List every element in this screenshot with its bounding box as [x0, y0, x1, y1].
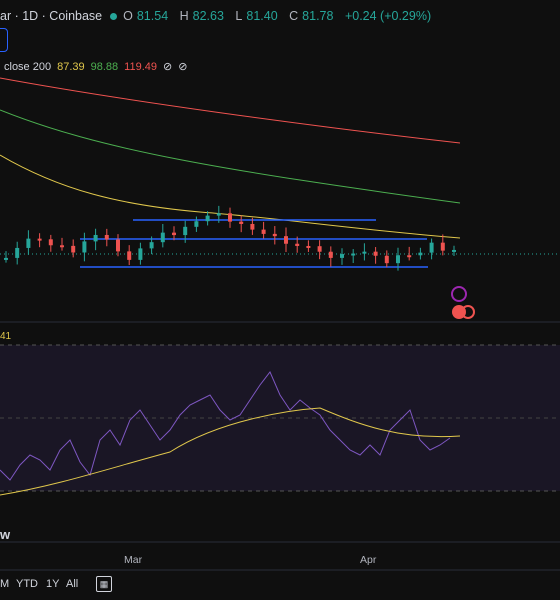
candle-body: [172, 232, 176, 236]
ma-value-2: 98.88: [90, 60, 119, 73]
candle-body: [239, 221, 244, 224]
candle-body: [295, 243, 300, 246]
calendar-icon[interactable]: ▦: [96, 576, 112, 592]
candle-body: [15, 247, 20, 258]
event-icon[interactable]: [451, 286, 467, 302]
ma-value-3: 119.49: [124, 60, 157, 73]
candle-body: [272, 233, 277, 237]
candle-body: [205, 215, 210, 222]
low-value: 81.40: [246, 9, 278, 23]
candle-body: [373, 251, 378, 256]
symbol-title[interactable]: ar · 1D · Coinbase: [0, 9, 103, 23]
eye-off-icon[interactable]: ⊘: [162, 61, 173, 73]
chart-header: ar · 1D · Coinbase O 81.54 H 82.63 L 81.40 …: [0, 7, 435, 25]
candle-body: [160, 232, 165, 243]
candle-body: [284, 236, 288, 244]
candle-body: [4, 257, 8, 260]
candle-body: [82, 241, 87, 253]
candle-body: [116, 239, 120, 252]
change-value: +0.24 (+0.29%): [344, 9, 432, 23]
candle-body: [138, 248, 143, 260]
watermark-logo: w: [0, 527, 11, 542]
candle-body: [261, 229, 266, 234]
x-label-apr: Apr: [360, 554, 377, 566]
timeframe-m[interactable]: M: [0, 578, 10, 590]
ma-line-200: [0, 77, 461, 144]
candle-body: [26, 238, 31, 248]
candle-body: [407, 255, 412, 258]
candle-body: [362, 251, 367, 254]
candle-body: [71, 245, 76, 253]
rsi-line: [0, 371, 451, 481]
candle-body: [440, 242, 445, 251]
timeframe-1y[interactable]: 1Y: [46, 578, 60, 590]
candle-body: [384, 255, 389, 264]
candle-body: [250, 223, 255, 230]
x-label-mar: Mar: [124, 554, 143, 566]
high-label: H: [179, 9, 189, 23]
open-label: O: [123, 9, 133, 23]
candle-body: [328, 251, 333, 258]
collapse-legend-button[interactable]: [0, 28, 8, 52]
timeframe-ytd[interactable]: YTD: [16, 578, 38, 590]
close-value: 81.78: [302, 9, 334, 23]
candle-body: [149, 242, 154, 249]
candle-body: [48, 239, 53, 246]
candle-body: [418, 252, 423, 256]
candle-body: [340, 254, 344, 258]
close-label: C: [289, 9, 299, 23]
flag-icon-2[interactable]: [461, 305, 475, 319]
candle-body: [228, 213, 232, 222]
candle-body: [183, 226, 188, 236]
rsi-ma-line: [0, 407, 461, 496]
ma-value-1: 87.39: [57, 60, 85, 73]
candle-body: [317, 246, 322, 252]
candle-body: [216, 213, 221, 216]
candle-body: [60, 245, 64, 248]
ma-line-50: [0, 154, 461, 239]
market-status-dot: [110, 12, 118, 20]
low-label: L: [235, 9, 243, 23]
candle-body: [351, 253, 356, 256]
candle-body: [306, 245, 311, 248]
candle-body: [194, 221, 199, 227]
candle-body: [93, 234, 98, 242]
rsi-value: 41: [0, 331, 12, 342]
open-value: 81.54: [136, 9, 169, 23]
candle-body: [37, 238, 42, 241]
ma-line-100: [0, 109, 461, 204]
candle-body: [429, 242, 434, 253]
candle-body: [396, 255, 400, 264]
indicator-label: close 200: [4, 60, 52, 73]
candle-body: [104, 234, 109, 240]
ma-indicator-legend[interactable]: close 200 87.39 98.88 119.49 ⊘ ⊘: [4, 60, 188, 74]
candle-body: [127, 251, 132, 260]
candle-body: [452, 249, 456, 252]
high-value: 82.63: [192, 9, 224, 23]
ohlc-values: O 81.54 H 82.63 L 81.40 C 81.78 +0.24 (+0.29…: [123, 9, 435, 23]
settings-icon[interactable]: ⊘: [178, 61, 188, 73]
timeframe-all[interactable]: All: [66, 578, 79, 590]
